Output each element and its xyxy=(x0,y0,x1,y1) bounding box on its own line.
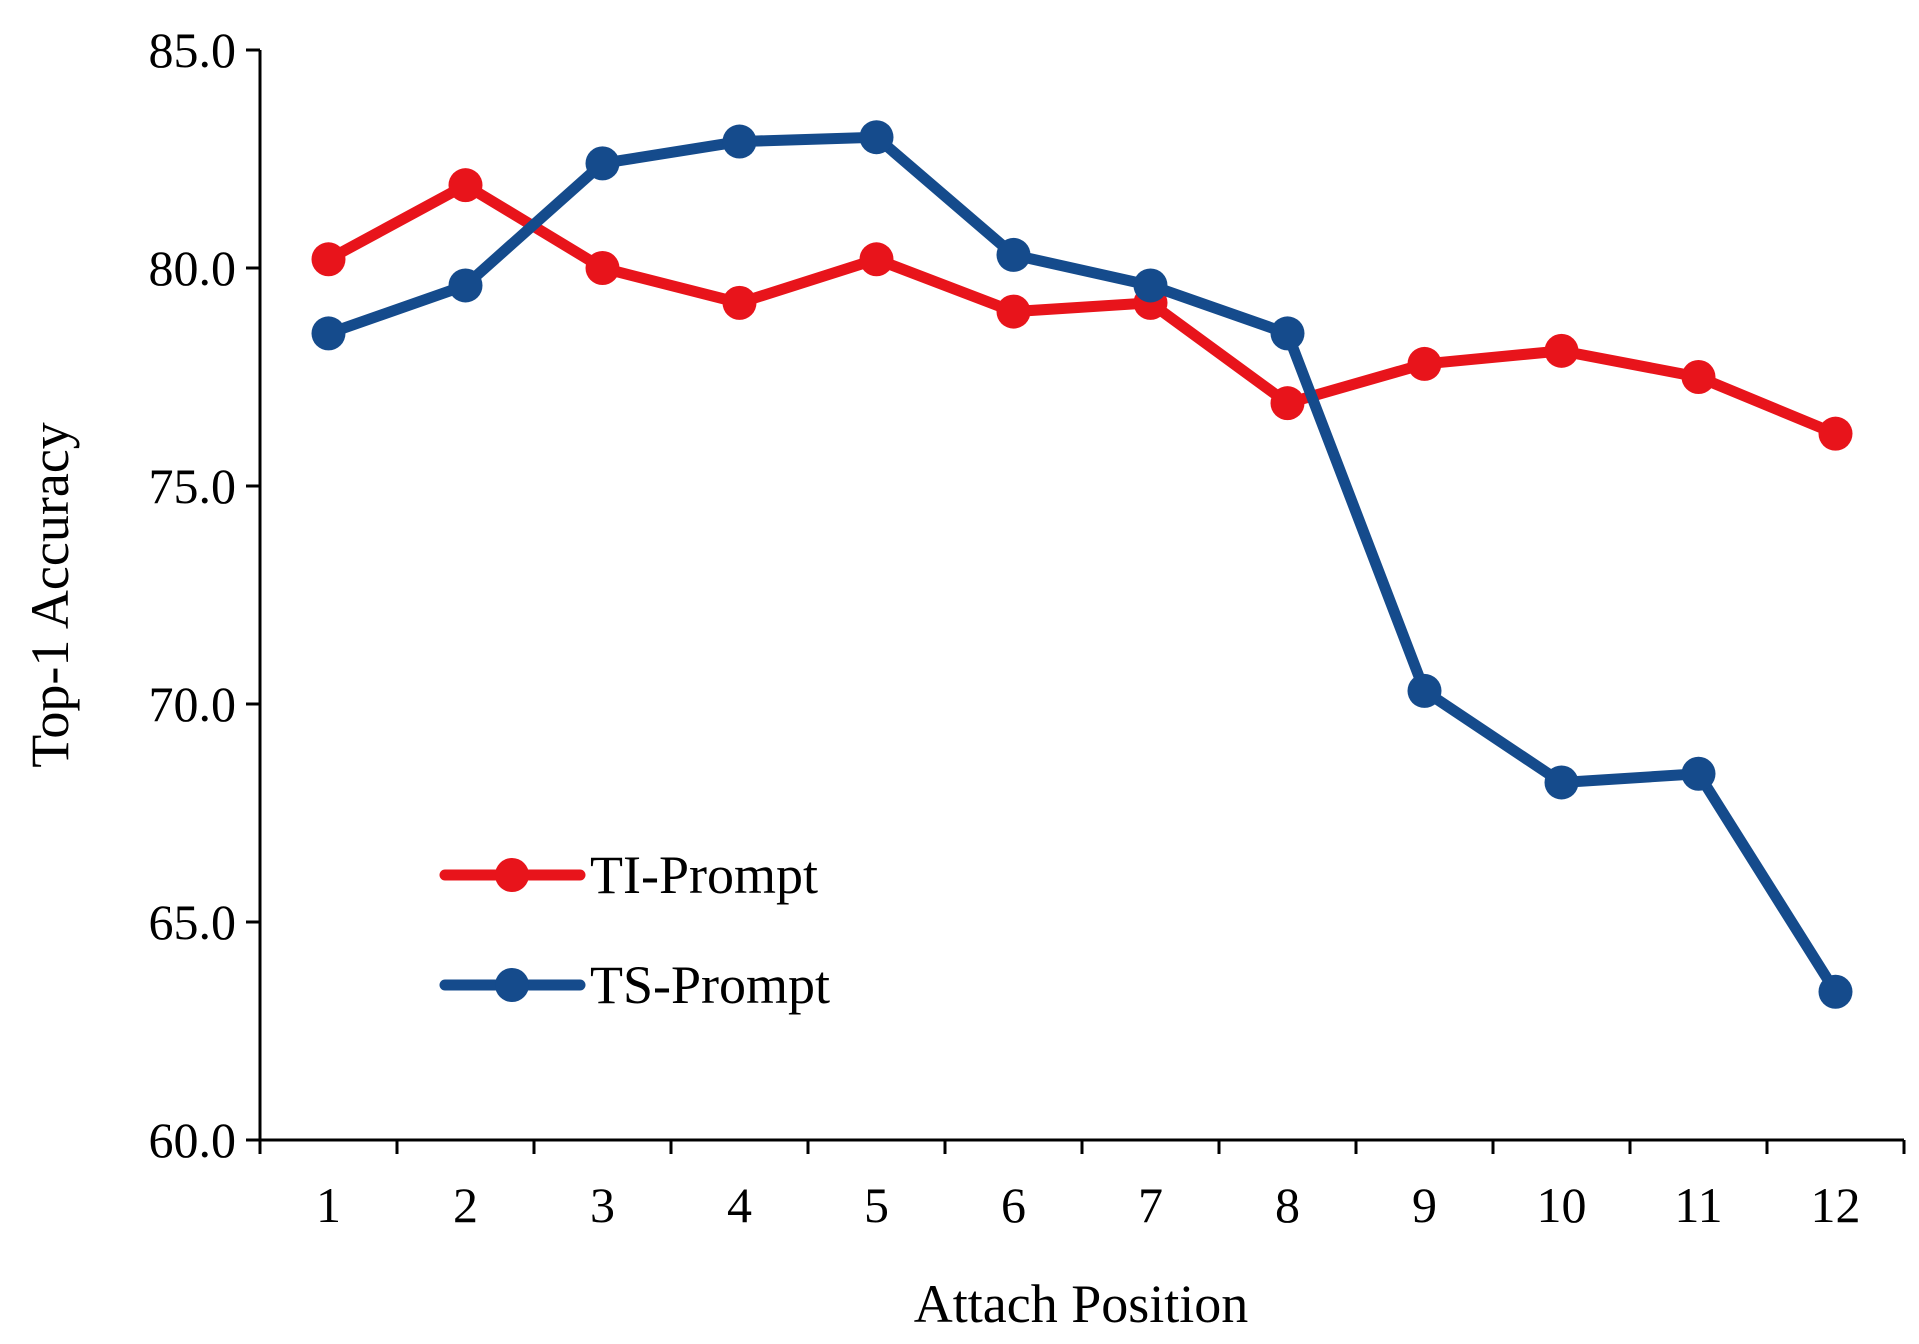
legend-item: TS-Prompt xyxy=(439,955,830,1015)
data-point xyxy=(1270,386,1305,421)
y-axis-ticks: 60.0 65.0 70.0 75.0 80.0 85.0 xyxy=(149,22,260,1168)
x-tick-label: 7 xyxy=(1138,1177,1163,1233)
x-tick-label: 5 xyxy=(864,1177,889,1233)
data-point xyxy=(1681,360,1716,394)
data-point xyxy=(1407,346,1442,381)
y-tick-label: 65.0 xyxy=(149,894,237,950)
data-point xyxy=(448,168,483,203)
y-tick-label: 80.0 xyxy=(149,240,237,296)
x-tick-label: 10 xyxy=(1537,1177,1587,1233)
data-point xyxy=(585,251,620,285)
data-point xyxy=(722,285,757,320)
legend-swatch-marker xyxy=(495,858,529,892)
y-tick-label: 75.0 xyxy=(149,458,237,514)
legend-item: TI-Prompt xyxy=(439,845,818,905)
data-point xyxy=(1681,756,1716,791)
data-point xyxy=(585,146,620,181)
x-tick-label: 12 xyxy=(1811,1177,1861,1233)
x-axis-title: Attach Position xyxy=(914,1274,1249,1334)
data-point xyxy=(859,120,894,155)
series-ti-prompt xyxy=(311,168,1853,451)
series-layer xyxy=(311,120,1853,1009)
data-point xyxy=(859,242,894,277)
data-point xyxy=(448,268,483,303)
x-tick-label: 9 xyxy=(1412,1177,1437,1233)
data-point xyxy=(996,294,1031,329)
series-line xyxy=(323,131,1841,998)
data-point xyxy=(722,124,757,159)
x-axis-ticks: 1 2 3 4 5 6 7 8 9 10 11 12 xyxy=(258,1140,1906,1233)
data-point xyxy=(1407,673,1442,708)
data-point xyxy=(996,237,1031,272)
x-tick-label: 6 xyxy=(1001,1177,1026,1233)
legend-label: TS-Prompt xyxy=(590,955,830,1015)
x-tick-label: 4 xyxy=(727,1177,752,1233)
legend: TI-Prompt TS-Prompt xyxy=(439,845,830,1015)
x-tick-label: 3 xyxy=(590,1177,615,1233)
x-tick-label: 11 xyxy=(1674,1177,1722,1233)
data-point xyxy=(311,316,346,351)
x-tick-label: 1 xyxy=(316,1177,341,1233)
data-point xyxy=(1544,333,1579,368)
data-point xyxy=(1133,268,1168,303)
x-tick-label: 8 xyxy=(1275,1177,1300,1233)
data-point xyxy=(311,242,346,277)
legend-swatch-marker xyxy=(495,968,529,1002)
y-axis-title: Top-1 Accuracy xyxy=(20,422,80,768)
y-tick-label: 60.0 xyxy=(149,1112,237,1168)
data-point xyxy=(1270,316,1305,351)
legend-label: TI-Prompt xyxy=(590,845,818,905)
data-point xyxy=(1544,765,1579,800)
x-tick-label: 2 xyxy=(453,1177,478,1233)
series-ts-prompt xyxy=(311,120,1853,1009)
data-point xyxy=(1818,416,1853,451)
y-tick-label: 70.0 xyxy=(149,676,237,732)
y-tick-label: 85.0 xyxy=(149,22,237,78)
data-point xyxy=(1818,974,1853,1009)
series-line xyxy=(323,179,1841,440)
